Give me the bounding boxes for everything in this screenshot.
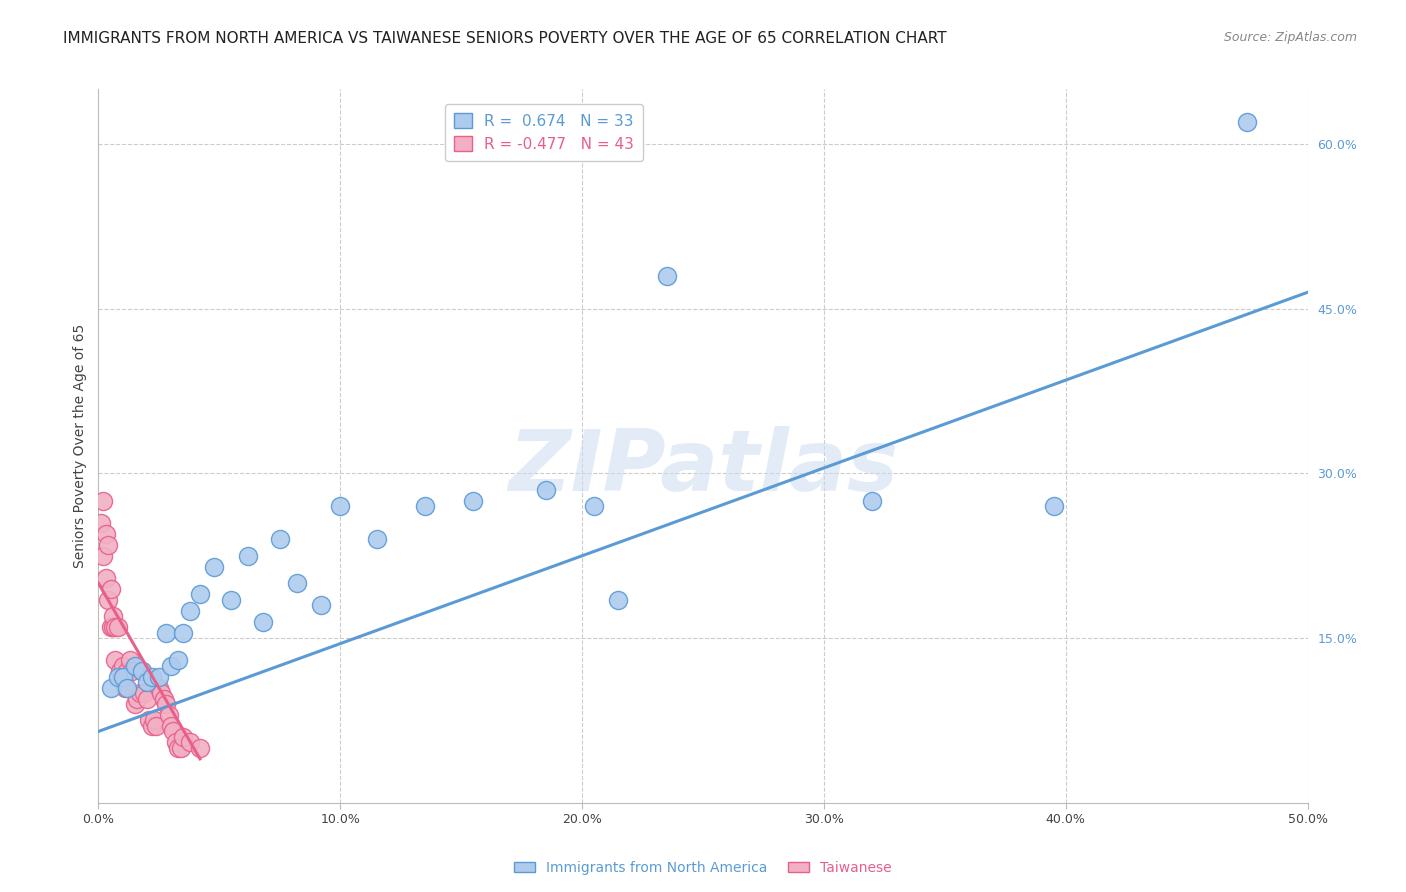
Point xyxy=(157,708,180,723)
Point xyxy=(172,730,194,744)
Point xyxy=(131,664,153,678)
Point xyxy=(127,691,149,706)
Point xyxy=(100,620,122,634)
Point xyxy=(135,675,157,690)
Point xyxy=(172,625,194,640)
Point xyxy=(94,571,117,585)
Point xyxy=(148,681,170,695)
Point xyxy=(179,604,201,618)
Point xyxy=(118,653,141,667)
Point xyxy=(124,658,146,673)
Point xyxy=(150,686,173,700)
Point xyxy=(188,740,211,755)
Point xyxy=(141,719,163,733)
Point xyxy=(100,582,122,596)
Text: ZIPatlas: ZIPatlas xyxy=(508,425,898,509)
Point xyxy=(179,735,201,749)
Legend: R =  0.674   N = 33, R = -0.477   N = 43: R = 0.674 N = 33, R = -0.477 N = 43 xyxy=(444,104,644,161)
Point xyxy=(145,719,167,733)
Text: IMMIGRANTS FROM NORTH AMERICA VS TAIWANESE SENIORS POVERTY OVER THE AGE OF 65 CO: IMMIGRANTS FROM NORTH AMERICA VS TAIWANE… xyxy=(63,31,946,46)
Point xyxy=(534,483,557,497)
Point xyxy=(148,669,170,683)
Point xyxy=(285,576,308,591)
Point xyxy=(121,664,143,678)
Point xyxy=(252,615,274,629)
Point xyxy=(860,494,883,508)
Point xyxy=(101,609,124,624)
Point xyxy=(655,268,678,283)
Y-axis label: Seniors Poverty Over the Age of 65: Seniors Poverty Over the Age of 65 xyxy=(73,324,87,568)
Point xyxy=(607,592,630,607)
Point xyxy=(204,559,226,574)
Point xyxy=(165,735,187,749)
Point xyxy=(90,516,112,530)
Point xyxy=(117,664,139,678)
Point xyxy=(135,691,157,706)
Point xyxy=(114,681,136,695)
Point xyxy=(238,549,260,563)
Point xyxy=(138,714,160,728)
Point xyxy=(91,494,114,508)
Point xyxy=(162,724,184,739)
Point xyxy=(111,669,134,683)
Point xyxy=(1236,115,1258,129)
Point xyxy=(91,549,114,563)
Text: Source: ZipAtlas.com: Source: ZipAtlas.com xyxy=(1223,31,1357,45)
Point xyxy=(1042,500,1064,514)
Legend: Immigrants from North America, Taiwanese: Immigrants from North America, Taiwanese xyxy=(509,855,897,880)
Point xyxy=(221,592,243,607)
Point xyxy=(167,653,190,667)
Point xyxy=(152,691,174,706)
Point xyxy=(160,719,183,733)
Point xyxy=(128,686,150,700)
Point xyxy=(329,500,352,514)
Point xyxy=(188,587,211,601)
Point xyxy=(269,533,291,547)
Point xyxy=(160,658,183,673)
Point xyxy=(366,533,388,547)
Point xyxy=(97,592,120,607)
Point xyxy=(583,500,606,514)
Point xyxy=(141,669,163,683)
Point xyxy=(155,625,177,640)
Point xyxy=(97,538,120,552)
Point xyxy=(155,697,177,711)
Point xyxy=(131,664,153,678)
Point xyxy=(169,740,191,755)
Point xyxy=(111,658,134,673)
Point xyxy=(117,681,139,695)
Point xyxy=(413,500,436,514)
Point xyxy=(104,620,127,634)
Point xyxy=(134,686,156,700)
Point xyxy=(143,714,166,728)
Point xyxy=(124,697,146,711)
Point xyxy=(101,620,124,634)
Point xyxy=(104,653,127,667)
Point xyxy=(463,494,485,508)
Point xyxy=(107,669,129,683)
Point xyxy=(108,664,131,678)
Point xyxy=(94,526,117,541)
Point xyxy=(309,598,332,612)
Point xyxy=(107,620,129,634)
Point xyxy=(100,681,122,695)
Point xyxy=(167,740,190,755)
